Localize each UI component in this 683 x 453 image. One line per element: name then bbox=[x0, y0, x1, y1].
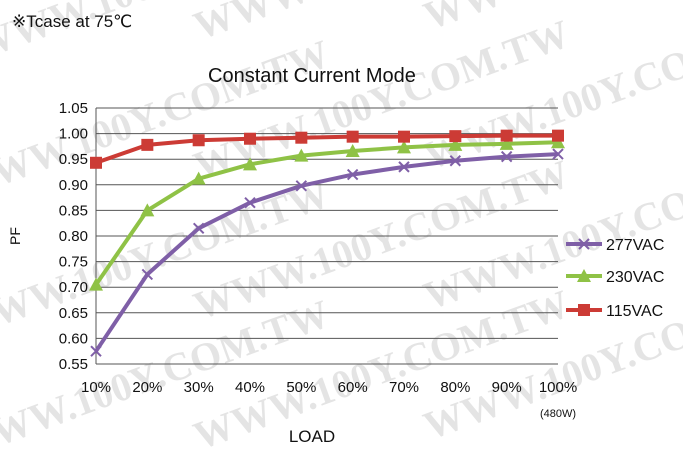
data-point-115vac bbox=[500, 129, 513, 142]
data-point-230vac bbox=[345, 144, 360, 158]
data-point-277vac bbox=[244, 197, 256, 209]
data-point-230vac bbox=[243, 157, 257, 171]
data-point-115vac bbox=[449, 130, 462, 143]
data-point-230vac bbox=[397, 140, 411, 154]
legend-label-277vac: 277VAC bbox=[606, 237, 664, 254]
y-tick-label: 0.60 bbox=[59, 330, 88, 347]
data-point-230vac bbox=[140, 203, 155, 217]
data-point-230vac bbox=[499, 136, 514, 150]
data-point-230vac bbox=[294, 148, 309, 162]
legend-label-115vac: 115VAC bbox=[606, 303, 663, 320]
x-tick-label: 70% bbox=[389, 379, 419, 396]
data-point-115vac bbox=[552, 129, 564, 142]
x-tick-label: 10% bbox=[81, 379, 111, 396]
x-tick-label: 20% bbox=[132, 379, 162, 396]
y-tick-label: 1.00 bbox=[59, 126, 88, 143]
y-axis-label: PF bbox=[7, 227, 23, 245]
data-point-115vac bbox=[141, 138, 154, 151]
data-point-277vac bbox=[192, 222, 205, 235]
x-tick-label: 50% bbox=[286, 379, 316, 396]
x-tick-label: 90% bbox=[492, 379, 522, 396]
data-point-230vac bbox=[89, 277, 103, 291]
note-text: ※Tcase at 75℃ bbox=[12, 12, 133, 31]
data-point-230vac bbox=[551, 135, 565, 149]
y-tick-label: 0.80 bbox=[59, 228, 88, 245]
data-point-277vac bbox=[552, 148, 564, 160]
series-line-115vac bbox=[95, 133, 558, 165]
x-tick-label: 40% bbox=[235, 379, 265, 396]
y-tick-label: 0.95 bbox=[59, 151, 88, 168]
y-tick-label: 0.85 bbox=[59, 202, 88, 219]
y-tick-label: 0.75 bbox=[59, 254, 88, 271]
legend-label-230vac: 230VAC bbox=[606, 269, 664, 286]
series-line-230vac bbox=[94, 140, 559, 286]
data-point-230vac bbox=[191, 171, 206, 185]
data-point-277vac bbox=[141, 268, 154, 281]
data-point-115vac bbox=[192, 134, 205, 147]
y-tick-label: 0.55 bbox=[59, 356, 88, 373]
data-point-277vac bbox=[346, 168, 359, 181]
data-point-277vac bbox=[500, 150, 513, 163]
data-point-277vac bbox=[295, 180, 308, 192]
legend-marker-277vac bbox=[578, 238, 590, 250]
y-tick-label: 0.70 bbox=[59, 279, 88, 296]
series-line-277vac bbox=[94, 152, 559, 353]
data-point-115vac bbox=[90, 156, 102, 169]
data-point-115vac bbox=[295, 131, 308, 144]
data-point-230vac bbox=[448, 137, 463, 151]
chart-title: Constant Current Mode bbox=[208, 65, 416, 87]
data-point-115vac bbox=[346, 130, 359, 143]
data-point-115vac bbox=[244, 132, 256, 145]
x-tick-label: 80% bbox=[440, 379, 470, 396]
y-tick-label: 0.90 bbox=[59, 177, 88, 194]
y-tick-label: 1.05 bbox=[59, 100, 88, 117]
x-axis-note: (480W) bbox=[540, 408, 576, 420]
legend-marker-115vac bbox=[578, 304, 590, 316]
x-axis-label: LOAD bbox=[289, 427, 335, 446]
data-point-277vac bbox=[90, 345, 102, 357]
data-point-115vac bbox=[398, 130, 410, 143]
x-tick-label: 60% bbox=[338, 379, 368, 396]
data-point-277vac bbox=[449, 155, 462, 167]
data-point-277vac bbox=[398, 161, 410, 173]
x-tick-label: 100% bbox=[539, 379, 577, 396]
x-tick-label: 30% bbox=[184, 379, 214, 396]
legend-marker-230vac bbox=[577, 269, 591, 282]
y-tick-label: 0.65 bbox=[59, 305, 88, 322]
